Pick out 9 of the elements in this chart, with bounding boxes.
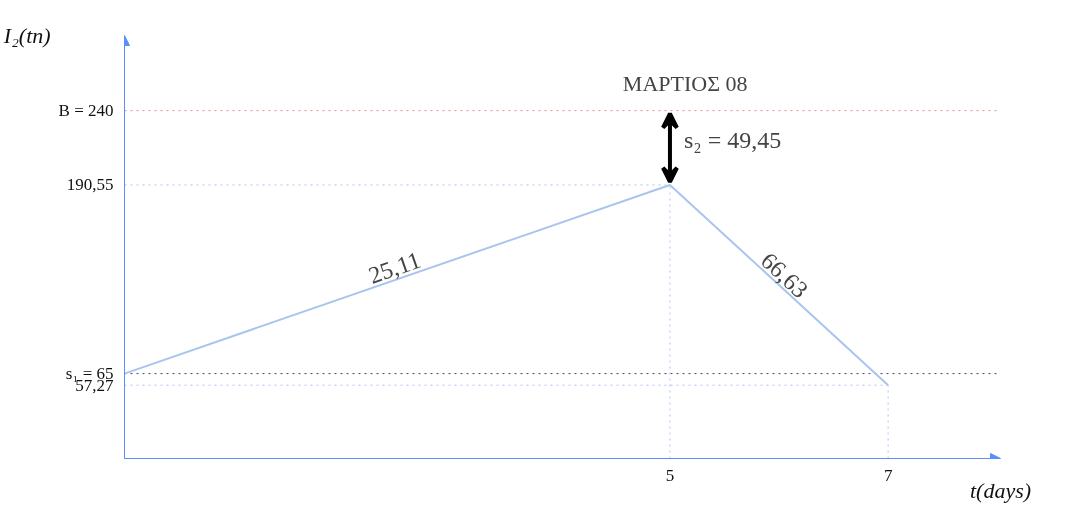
x-tick-label: 7 bbox=[883, 465, 893, 485]
x-tick-label: 5 bbox=[665, 465, 675, 485]
annotation: 25,11 bbox=[365, 246, 424, 289]
annotation: s₂ = 49,45 bbox=[683, 126, 782, 153]
y-tick-label: 190,55 bbox=[66, 175, 114, 195]
x-axis-title: t(days) bbox=[969, 477, 1032, 503]
text: ΜΑΡΤΙΟΣ 08 bbox=[622, 70, 748, 96]
y-tick-label: B = 240 bbox=[58, 101, 114, 121]
y-axis-title: I₂(tn) bbox=[2, 23, 51, 48]
